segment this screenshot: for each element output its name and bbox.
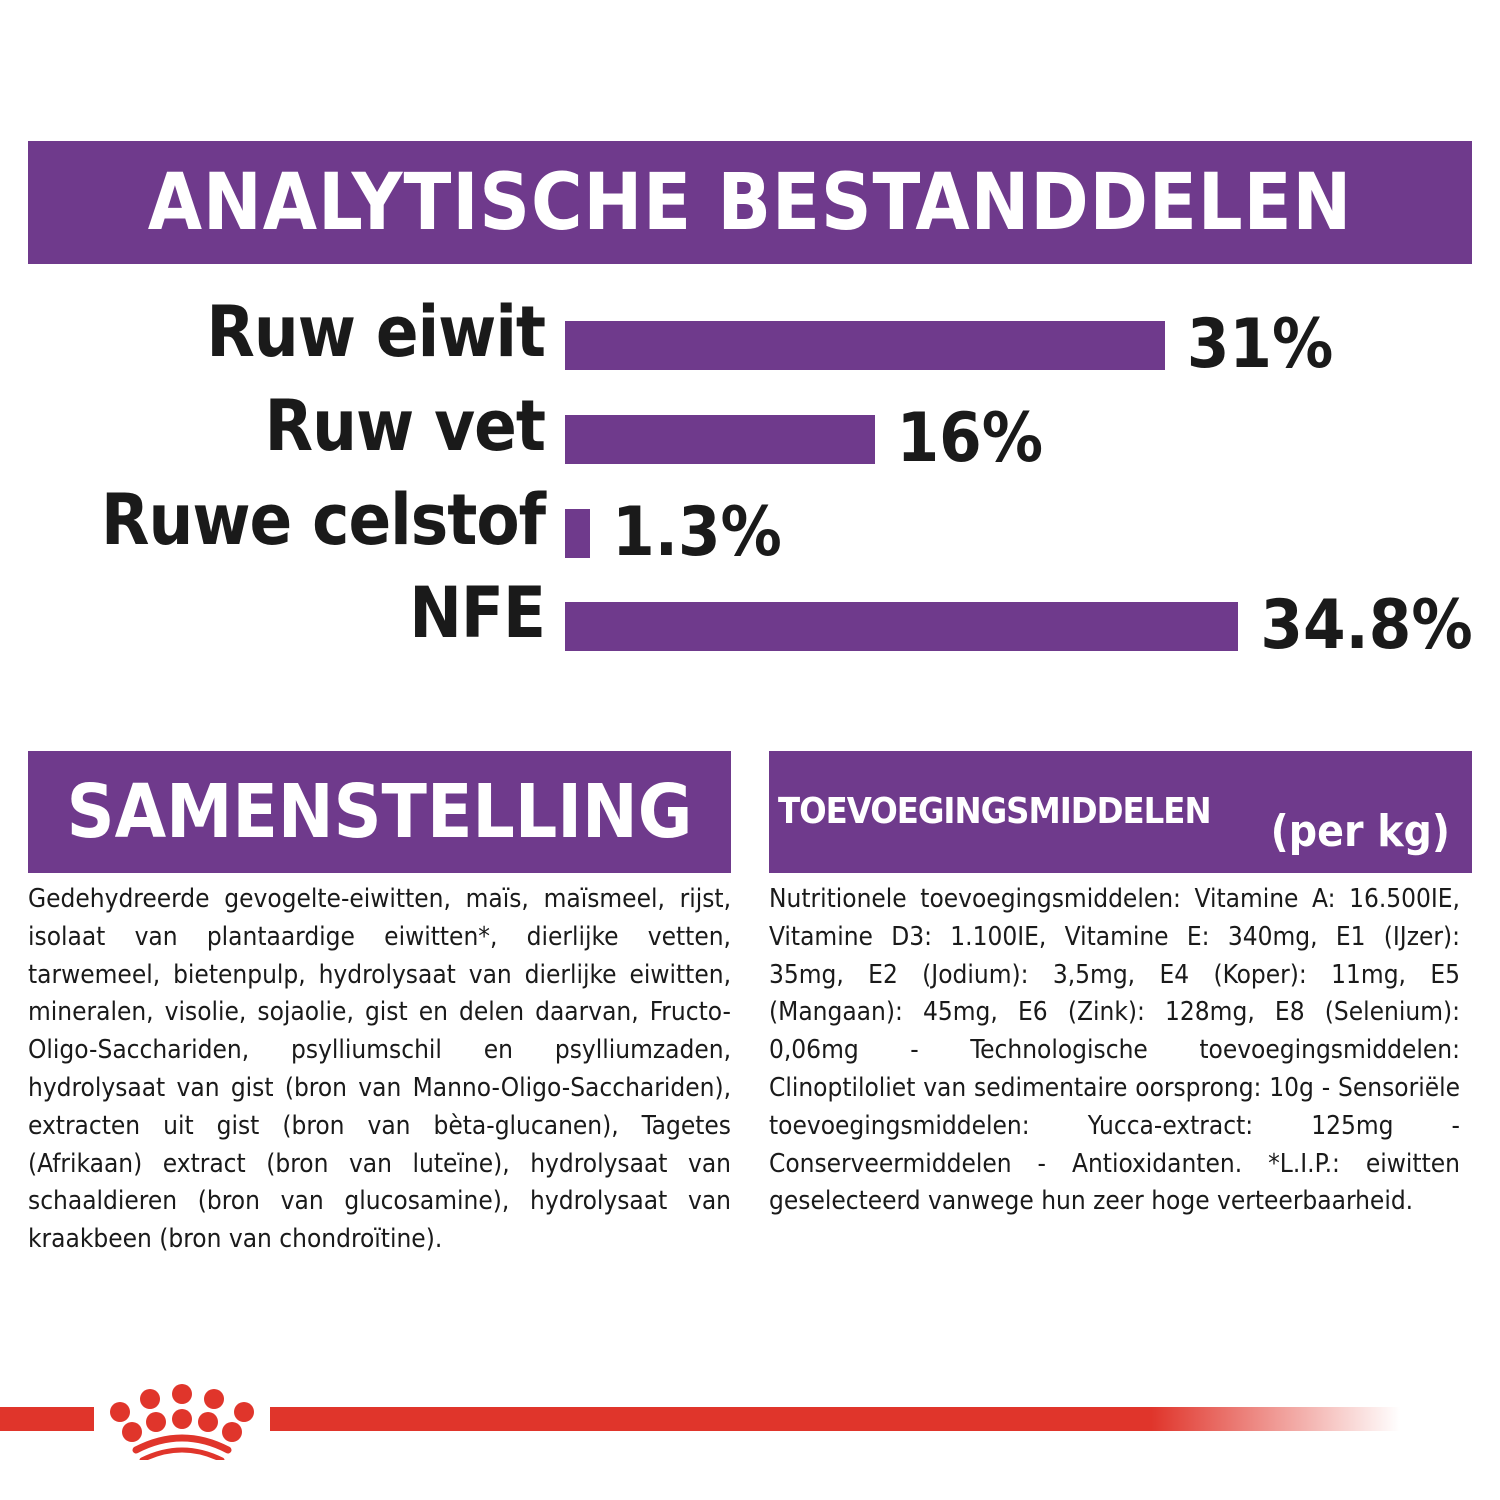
additives-title: TOEVOEGINGSMIDDELEN [778, 791, 1212, 832]
bar-value-label: 34.8% [1260, 586, 1473, 665]
bar-value-label: 31% [1186, 305, 1334, 384]
bar-label: NFE [409, 572, 546, 654]
composition-title-band: SAMENSTELLING [28, 751, 731, 873]
bar-label: Ruw vet [264, 385, 546, 467]
crown-logo-icon [110, 1384, 254, 1460]
red-stripe-right [270, 1407, 1400, 1431]
bar-value-label: 16% [896, 399, 1044, 478]
bar-label: Ruwe celstof [100, 479, 546, 561]
analysis-title-band: ANALYTISCHE BESTANDDELEN [28, 141, 1472, 264]
footer-brand-bar [0, 1384, 1400, 1460]
bar-value-label: 1.3% [612, 493, 782, 572]
analysis-title: ANALYTISCHE BESTANDDELEN [147, 157, 1353, 248]
composition-text: Gedehydreerde gevogelte-eiwitten, maïs, … [28, 884, 731, 1255]
bar [565, 415, 875, 464]
bar [565, 509, 591, 558]
bar [565, 321, 1165, 370]
composition-title: SAMENSTELLING [66, 769, 693, 855]
additives-title-band: TOEVOEGINGSMIDDELEN (per kg) [769, 751, 1472, 873]
additives-text: Nutritionele toevoegingsmiddelen: Vitami… [769, 884, 1460, 1217]
bar-label: Ruw eiwit [206, 291, 546, 373]
bar [565, 602, 1239, 651]
red-stripe-left [0, 1407, 94, 1431]
additives-unit: (per kg) [1270, 806, 1450, 857]
